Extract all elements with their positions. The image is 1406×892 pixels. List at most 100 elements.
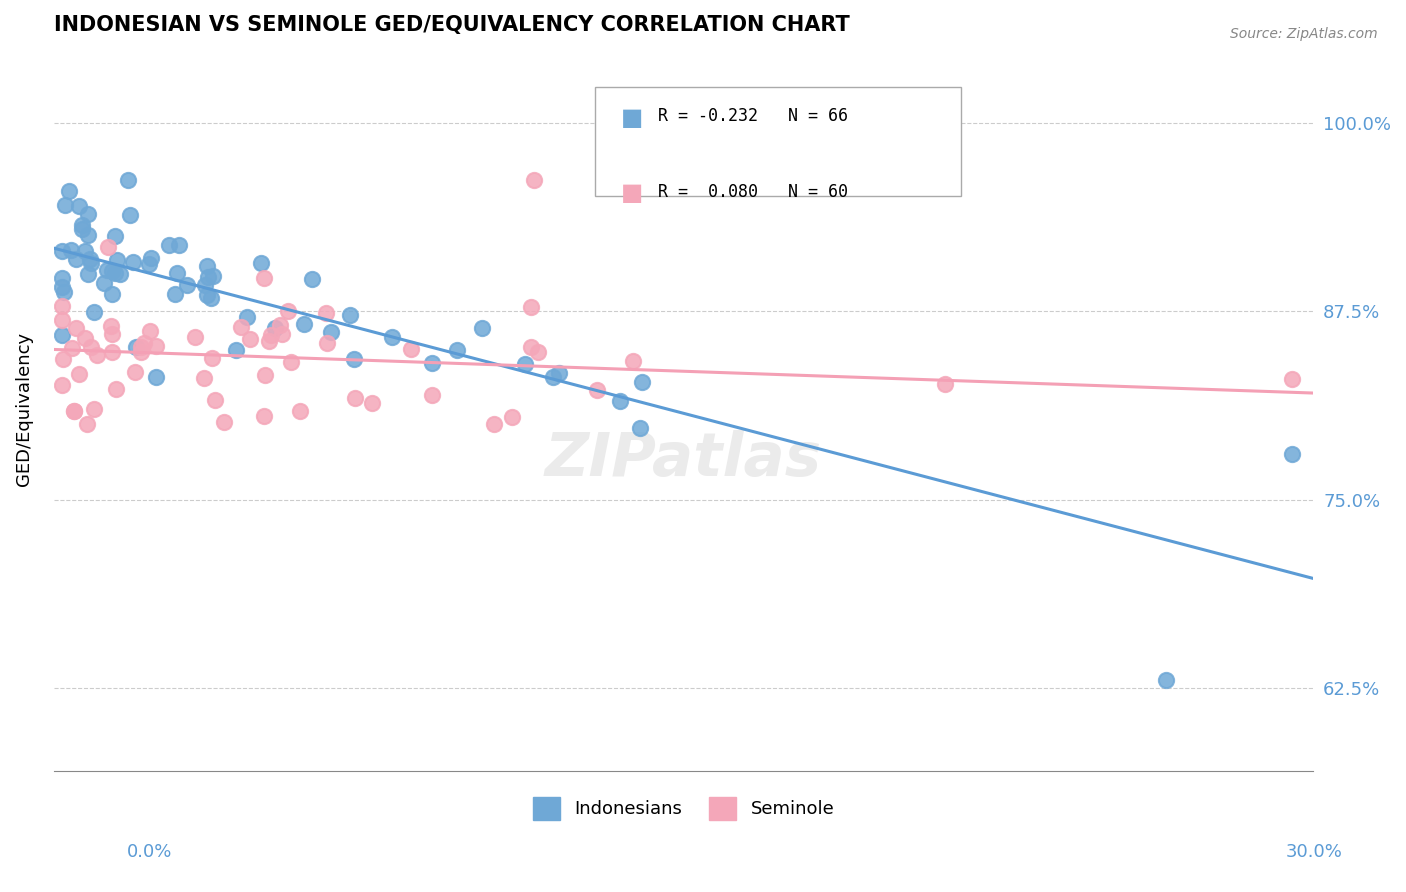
Point [548,366,571,380]
Point [145,339,167,353]
Point [108,268,131,282]
Point [471,321,494,335]
Point [76,417,98,432]
Point [1344,658,1367,673]
Point [1323,176,1346,190]
Point [501,410,523,425]
Point [67,199,90,213]
Text: 0.0%: 0.0% [127,843,172,861]
Point [166,266,188,280]
Point [141,252,163,266]
Text: ■: ■ [620,181,643,205]
Point [253,271,276,285]
Point [195,288,218,302]
Point [422,388,444,402]
Point [129,345,152,359]
Point [138,257,160,271]
Point [269,318,291,332]
Point [83,401,105,416]
Point [260,328,283,343]
Point [934,376,956,391]
Point [124,365,146,379]
Text: 30.0%: 30.0% [1286,843,1343,861]
Point [1281,372,1303,386]
Point [301,271,323,285]
Point [541,369,564,384]
Point [294,317,316,331]
Point [60,341,83,355]
Point [77,267,100,281]
Point [93,277,115,291]
Point [76,227,98,242]
Point [51,299,73,313]
Point [249,255,271,269]
Point [60,243,83,257]
Point [271,326,294,341]
Text: ■: ■ [620,105,643,129]
Point [80,340,103,354]
Point [51,313,73,327]
Point [83,304,105,318]
Point [104,266,127,280]
Point [65,252,87,267]
Text: INDONESIAN VS SEMINOLE GED/EQUIVALENCY CORRELATION CHART: INDONESIAN VS SEMINOLE GED/EQUIVALENCY C… [53,15,849,35]
Point [101,264,124,278]
Point [193,371,215,385]
Point [53,198,76,212]
Point [145,370,167,384]
Point [321,325,343,339]
Text: ZIPatlas: ZIPatlas [546,430,823,490]
Text: R = -0.232   N = 66: R = -0.232 N = 66 [658,107,848,125]
Point [290,404,312,418]
Point [1281,447,1303,461]
Point [204,392,226,407]
Point [58,184,80,198]
Point [381,330,404,344]
Point [80,255,103,269]
Point [343,391,366,405]
Point [167,238,190,252]
Point [253,409,276,423]
Point [631,375,654,389]
Point [76,207,98,221]
Point [165,286,187,301]
FancyBboxPatch shape [595,87,960,196]
Legend: Indonesians, Seminole: Indonesians, Seminole [526,790,842,827]
Point [176,277,198,292]
Point [157,237,180,252]
Point [621,354,644,368]
Point [277,303,299,318]
Text: R =  0.080   N = 60: R = 0.080 N = 60 [658,183,848,201]
Y-axis label: GED/Equivalency: GED/Equivalency [15,332,32,486]
Point [52,351,75,366]
Point [100,287,122,301]
Point [101,326,124,341]
Point [523,173,546,187]
Point [51,328,73,343]
Point [280,355,302,369]
Point [139,324,162,338]
Point [197,269,219,284]
Point [125,340,148,354]
Point [520,341,543,355]
Point [259,334,281,348]
Point [201,351,224,365]
Point [343,352,366,367]
Point [65,320,87,334]
Point [52,285,75,300]
Point [97,240,120,254]
Point [264,320,287,334]
Point [184,330,207,344]
Point [253,368,276,382]
Point [72,219,94,233]
Point [513,358,536,372]
Point [75,244,97,259]
Point [120,208,142,222]
Point [193,277,215,292]
Point [86,347,108,361]
Point [446,343,468,358]
Point [51,244,73,258]
Point [105,383,128,397]
Point [51,378,73,392]
Point [609,393,631,408]
